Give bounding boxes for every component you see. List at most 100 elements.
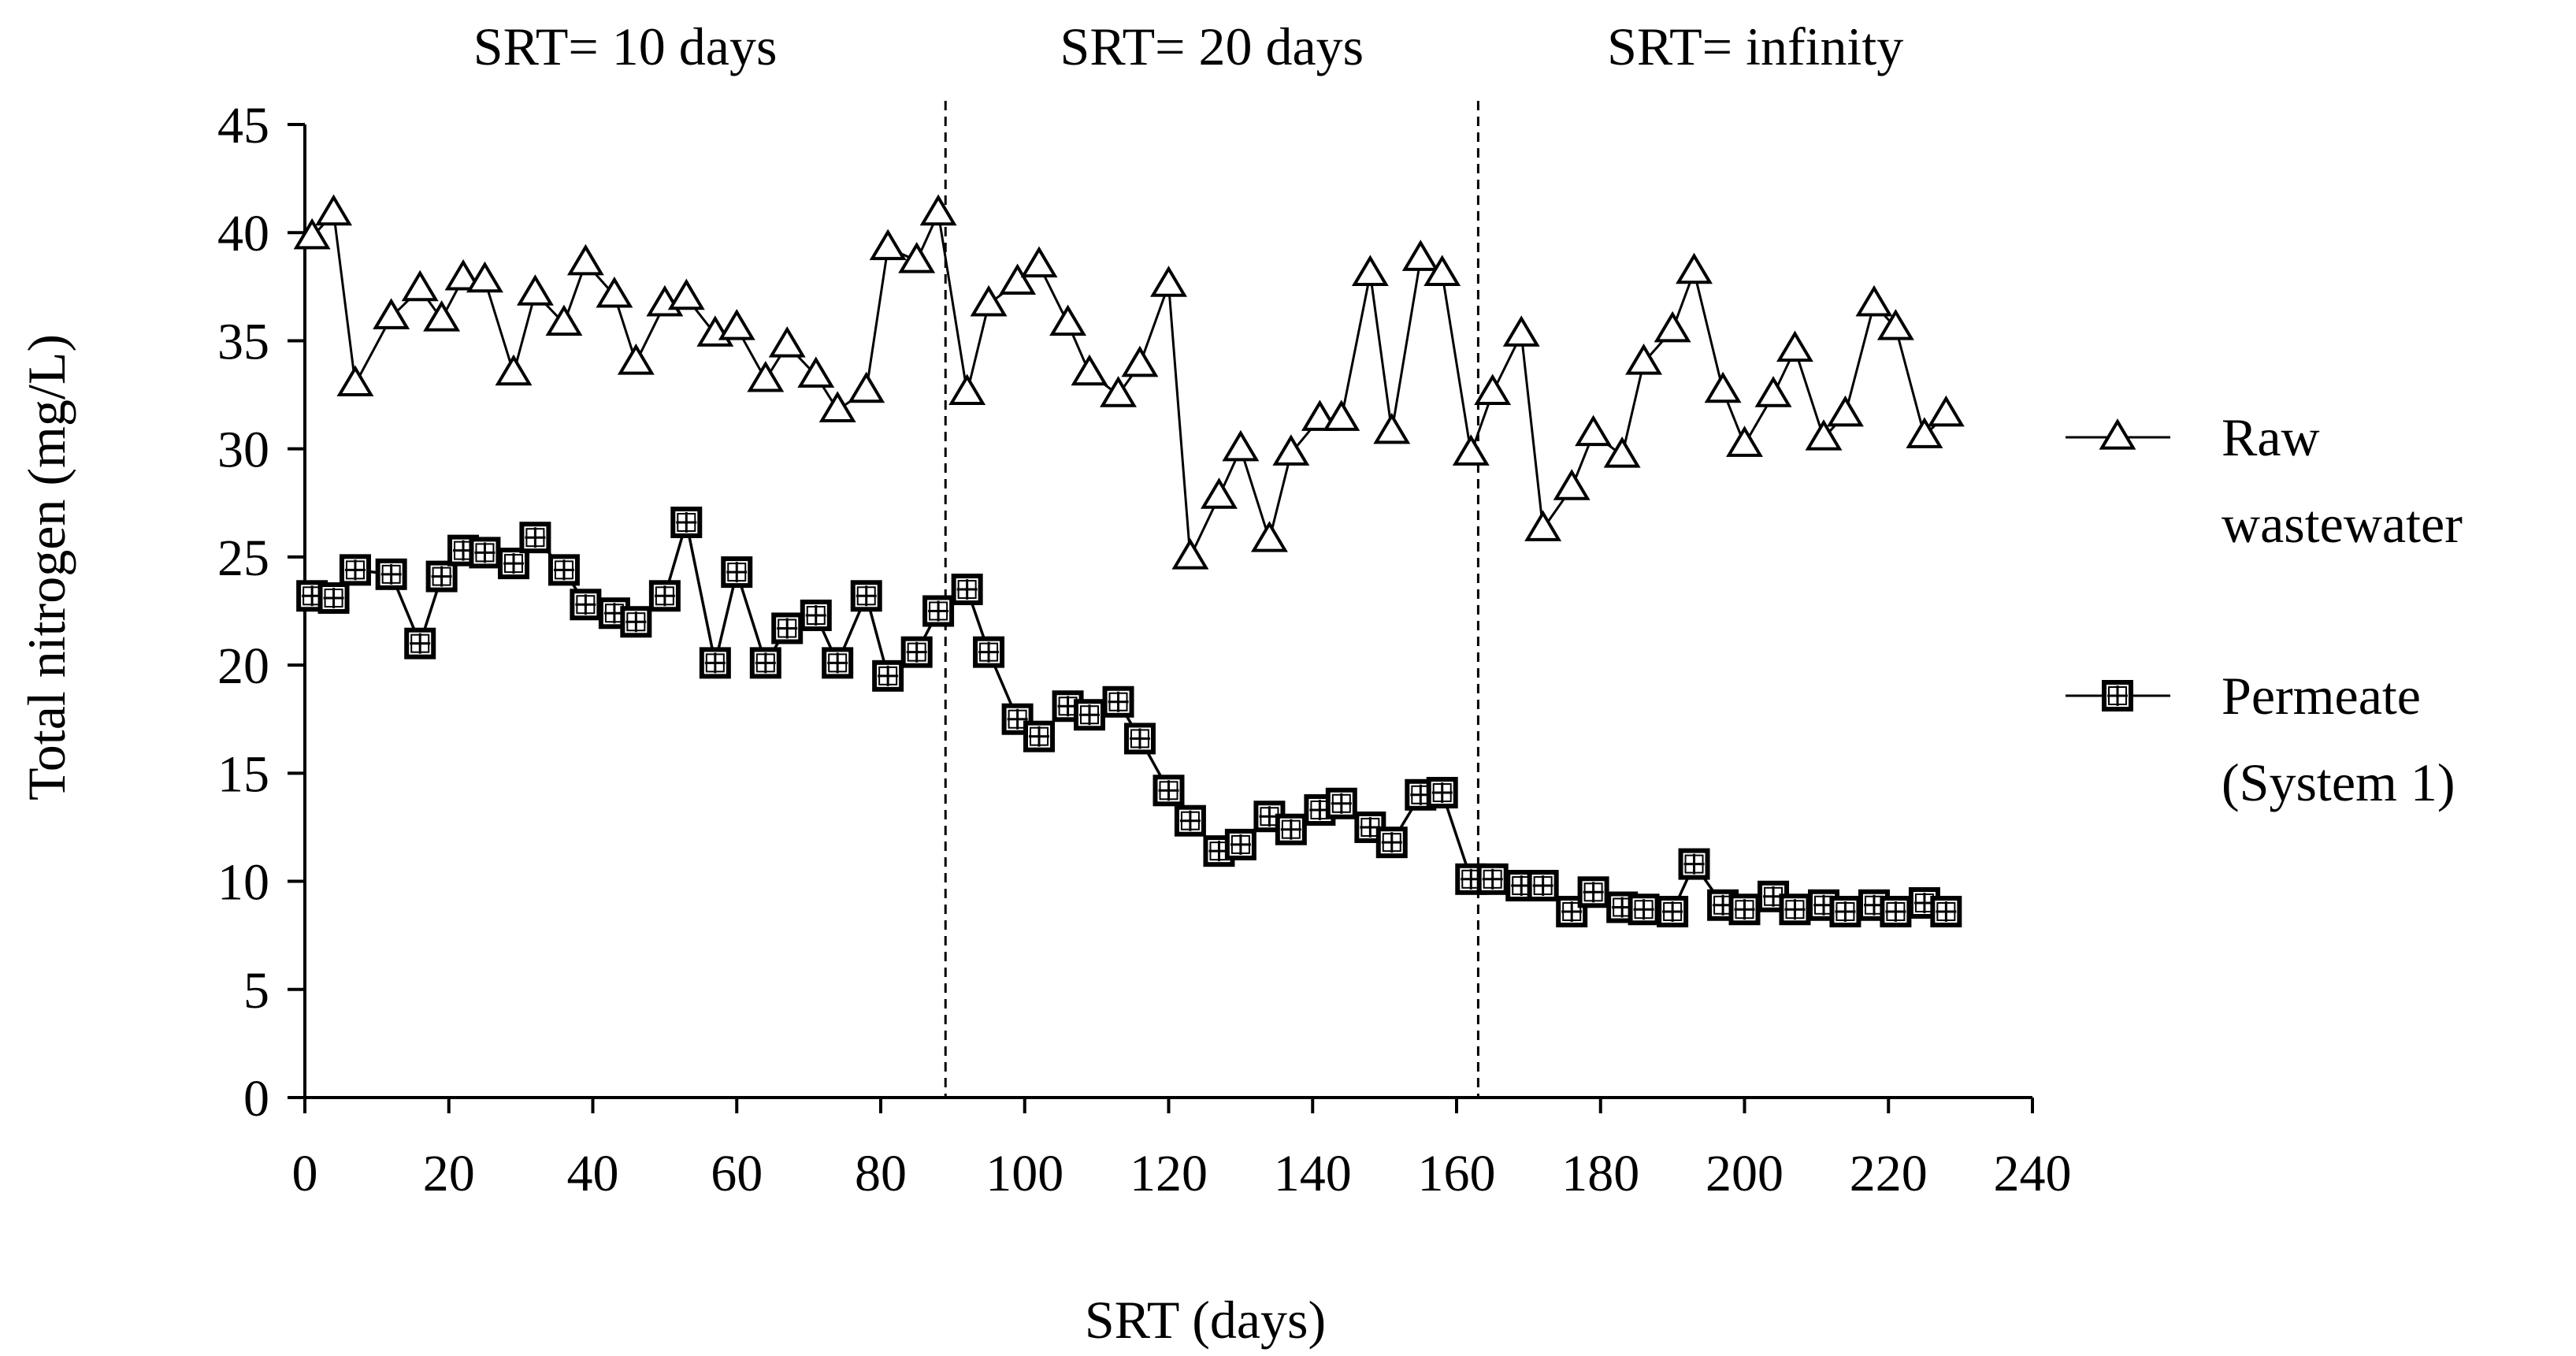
data-point-triangle: [1423, 254, 1461, 287]
data-point-triangle: [1625, 344, 1663, 375]
y-tick-label: 40: [217, 205, 269, 262]
data-point-square: [699, 647, 731, 679]
legend: Raw wastewater Permeate (System 1): [2066, 407, 2463, 812]
x-tick-label: 40: [567, 1145, 619, 1202]
data-point-triangle: [516, 274, 554, 306]
data-point-triangle: [869, 228, 907, 261]
x-tick-label: 0: [292, 1145, 318, 1202]
data-point-square: [1123, 723, 1156, 755]
data-point-triangle: [1020, 246, 1058, 278]
data-point-triangle: [1301, 399, 1338, 431]
y-tick-label: 30: [217, 422, 269, 479]
x-tick-label: 140: [1274, 1145, 1352, 1202]
y-tick-label: 35: [217, 313, 269, 370]
y-tick-label: 25: [217, 529, 269, 587]
x-axis-title: SRT (days): [1085, 1290, 1326, 1350]
data-point-triangle: [336, 365, 374, 397]
series-raw-wastewater: [293, 194, 1965, 570]
data-point-triangle: [596, 276, 633, 308]
data-point-square: [1628, 893, 1660, 926]
data-point-triangle: [1524, 510, 1562, 541]
data-point-triangle: [566, 243, 604, 276]
data-point-square: [800, 599, 832, 631]
data-point-triangle: [1401, 240, 1439, 271]
data-point-triangle: [818, 391, 856, 422]
data-point-triangle: [1776, 330, 1813, 362]
x-tick-label: 200: [1706, 1145, 1784, 1202]
data-point-square: [822, 647, 854, 679]
data-point-triangle: [898, 242, 936, 273]
data-point-square: [1102, 685, 1134, 718]
phase-label: SRT= 10 days: [473, 17, 778, 76]
data-point-square: [519, 522, 551, 554]
data-point-triangle: [1603, 437, 1641, 468]
phase-label: SRT= 20 days: [1060, 17, 1364, 76]
y-tick-label: 5: [243, 962, 269, 1020]
data-point-square: [547, 554, 580, 586]
data-point-triangle: [1575, 414, 1613, 447]
data-point-triangle: [1373, 412, 1411, 444]
data-point-triangle: [797, 356, 835, 388]
data-point-triangle: [1171, 538, 1209, 570]
data-point-square: [1657, 895, 1689, 927]
data-point-square: [973, 636, 1005, 668]
data-point-triangle: [1927, 395, 1965, 427]
data-point-square: [1829, 895, 1861, 927]
data-point-triangle: [1654, 310, 1691, 343]
x-tick-label: 100: [985, 1145, 1063, 1202]
data-point-triangle: [1826, 395, 1864, 427]
series-permeate: [296, 506, 1962, 927]
data-point-triangle: [1201, 477, 1238, 509]
phase-label: SRT= infinity: [1607, 17, 1903, 76]
data-point-square: [951, 574, 983, 606]
data-point-square: [1476, 863, 1509, 895]
data-point-triangle: [1121, 345, 1159, 377]
data-point-square: [1275, 813, 1307, 845]
data-point-triangle: [1323, 399, 1360, 431]
phase-dividers: [944, 101, 1479, 1098]
y-tick-label: 0: [243, 1070, 269, 1128]
data-point-triangle: [718, 309, 755, 340]
legend-label: (System 1): [2222, 752, 2455, 812]
data-point-square: [850, 580, 882, 612]
data-point-triangle: [617, 344, 655, 375]
data-point-square: [721, 556, 753, 589]
data-point-triangle: [1049, 304, 1087, 336]
data-point-square: [339, 554, 371, 586]
data-point-square: [620, 606, 652, 638]
data-point-square: [670, 506, 703, 538]
data-point-square: [1779, 893, 1811, 926]
data-point-triangle: [1906, 417, 1943, 448]
data-point-square: [771, 612, 804, 645]
y-tick-label: 10: [217, 854, 269, 912]
data-point-square: [1375, 827, 1408, 859]
x-tick-label: 160: [1418, 1145, 1496, 1202]
data-point-triangle: [999, 263, 1037, 295]
phase-labels: SRT= 10 days SRT= 20 days SRT= infinity: [473, 17, 1904, 76]
data-point-square: [1224, 828, 1256, 860]
data-point-square: [469, 537, 501, 569]
data-point-triangle: [1805, 419, 1843, 451]
data-point-square: [1930, 895, 1962, 927]
data-point-triangle: [1704, 371, 1742, 403]
data-point-square: [1678, 848, 1710, 880]
legend-label: Permeate: [2222, 666, 2421, 726]
data-point-square: [1728, 893, 1761, 926]
data-point-square: [900, 636, 933, 668]
data-point-square: [1174, 804, 1206, 837]
data-point-triangle: [768, 326, 806, 358]
data-point-square: [375, 558, 407, 590]
y-axis-title: Total nitrogen (mg/L): [17, 334, 76, 801]
data-point-square: [1527, 870, 1559, 902]
data-point-triangle: [848, 371, 885, 403]
y-tick-label: 15: [217, 745, 269, 803]
legend-triangle-marker: [2099, 418, 2136, 450]
data-point-triangle: [401, 269, 439, 302]
data-point-square: [1577, 876, 1609, 908]
data-point-triangle: [1452, 434, 1490, 466]
data-point-square: [570, 589, 602, 621]
legend-item-permeate: Permeate (System 1): [2066, 666, 2455, 812]
data-point-triangle: [948, 373, 986, 405]
